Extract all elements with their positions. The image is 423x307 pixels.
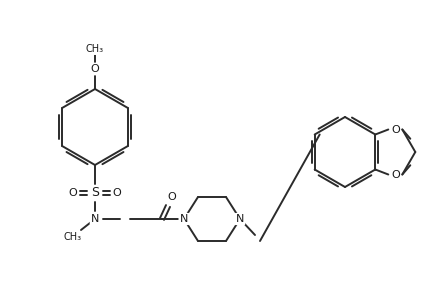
Text: O: O xyxy=(391,125,400,134)
Text: N: N xyxy=(236,214,244,224)
Text: O: O xyxy=(391,169,400,180)
Text: O: O xyxy=(113,188,121,198)
Text: N: N xyxy=(180,214,188,224)
Text: S: S xyxy=(91,186,99,200)
Text: O: O xyxy=(168,192,176,202)
Text: O: O xyxy=(91,64,99,74)
Text: O: O xyxy=(69,188,77,198)
Text: CH₃: CH₃ xyxy=(86,44,104,54)
Text: CH₃: CH₃ xyxy=(64,232,82,242)
Text: N: N xyxy=(91,214,99,224)
